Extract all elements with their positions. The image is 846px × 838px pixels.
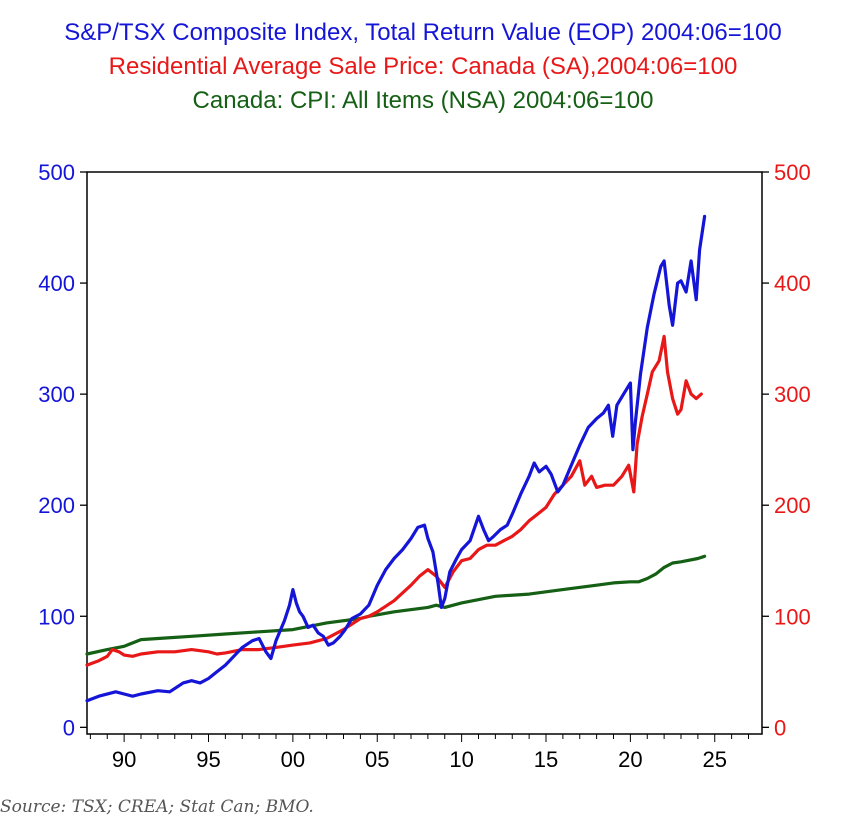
right-y-tick-label: 300 [774,382,811,407]
chart-title-house-price: Residential Average Sale Price: Canada (… [108,53,738,80]
series-line-house-price [85,334,703,667]
x-tick-label: 20 [618,747,642,772]
x-tick-label: 05 [365,747,389,772]
right-y-tick-label: 500 [774,160,811,185]
left-y-tick-label: 0 [63,715,75,740]
right-y-axis: 0 100 200 300 400 500 [762,160,811,740]
left-y-axis: 0 100 200 300 400 500 [38,160,87,740]
right-y-tick-label: 400 [774,271,811,296]
x-tick-label: 00 [281,747,305,772]
plot-frame [86,171,763,735]
right-y-tick-label: 100 [774,604,811,629]
right-y-tick-label: 200 [774,493,811,518]
left-y-tick-label: 200 [38,493,75,518]
left-y-tick-label: 100 [38,604,75,629]
x-axis: 90 95 00 05 10 15 20 25 [89,734,749,772]
left-y-tick-label: 300 [38,382,75,407]
x-tick-label: 10 [449,747,473,772]
x-tick-label: 25 [703,747,727,772]
left-y-tick-label: 500 [38,160,75,185]
x-tick-label: 15 [534,747,558,772]
source-note: Source: TSX; CREA; Stat Can; BMO. [0,797,314,817]
chart-title-tsx: S&P/TSX Composite Index, Total Return Va… [64,19,782,46]
chart-title-cpi: Canada: CPI: All Items (NSA) 2004:06=100 [192,87,654,114]
series-layer [85,214,707,703]
line-chart: 0 100 200 300 400 500 0 100 200 300 400 500 90 95 00… [38,160,811,772]
x-tick-label: 95 [196,747,220,772]
left-y-tick-label: 400 [38,271,75,296]
x-tick-label: 90 [112,747,136,772]
series-line-cpi [85,554,707,656]
right-y-tick-label: 0 [774,715,786,740]
series-line-tsx [85,214,707,703]
